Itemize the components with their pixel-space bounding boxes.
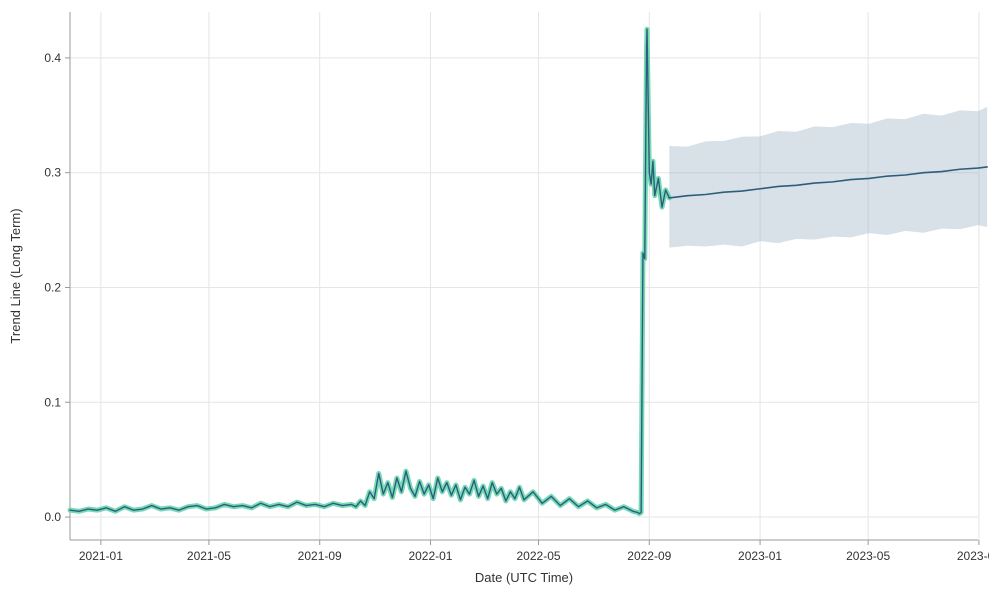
x-tick-label: 2023-05 bbox=[846, 549, 890, 563]
chart-svg: 0.0 0.1 0.2 0.3 0.4 2021-01 2021-05 2021-09 2022… bbox=[0, 0, 989, 590]
y-tick-label: 0.3 bbox=[44, 166, 61, 180]
x-tick-label: 2023-01 bbox=[738, 549, 782, 563]
trend-chart: 0.0 0.1 0.2 0.3 0.4 2021-01 2021-05 2021-09 2022… bbox=[0, 0, 989, 590]
historical-line bbox=[70, 29, 669, 513]
y-tick-label: 0.0 bbox=[44, 510, 61, 524]
historical-highlight-line bbox=[70, 29, 669, 513]
y-tick-label: 0.2 bbox=[44, 280, 61, 294]
x-tick-label: 2022-01 bbox=[408, 549, 452, 563]
x-tick-label: 2022-09 bbox=[627, 549, 671, 563]
forecast-band bbox=[669, 107, 987, 248]
x-tick-label: 2021-05 bbox=[187, 549, 231, 563]
x-tick-label: 2021-09 bbox=[298, 549, 342, 563]
x-tick-label: 2022-05 bbox=[517, 549, 561, 563]
x-axis-label: Date (UTC Time) bbox=[475, 570, 573, 585]
y-tick-label: 0.1 bbox=[44, 395, 61, 409]
y-tick-label: 0.4 bbox=[44, 51, 61, 65]
x-tick-label: 2021-01 bbox=[79, 549, 123, 563]
y-axis-label: Trend Line (Long Term) bbox=[8, 208, 23, 343]
x-tick-label: 2023-09 bbox=[957, 549, 989, 563]
